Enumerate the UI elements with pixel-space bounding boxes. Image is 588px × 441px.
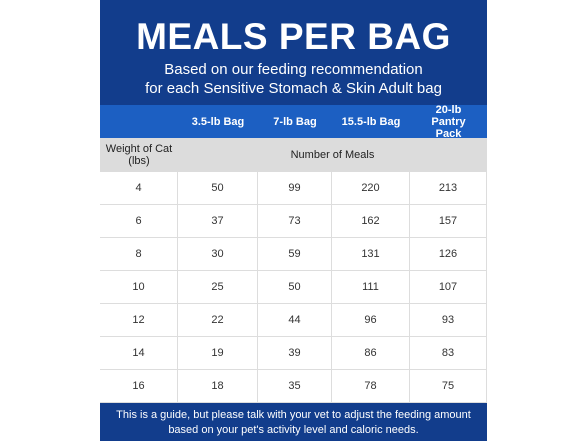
table-cell: 50 <box>178 172 258 205</box>
table-cell: 18 <box>178 370 258 403</box>
table-cell-text: 14 <box>132 347 145 359</box>
table-cell-text: 111 <box>362 281 379 293</box>
table-cell: 37 <box>178 205 258 238</box>
table-cell-text: 22 <box>211 314 224 326</box>
table-cell-text: 12 <box>132 314 145 326</box>
header-cell <box>100 105 178 138</box>
panel: MEALS PER BAG Based on our feeding recom… <box>100 0 487 441</box>
header-cell-text: 3.5-lb Bag <box>191 115 245 128</box>
table-cell-text: 8 <box>135 248 142 260</box>
table-cell: 213 <box>410 172 487 205</box>
table-cell: 22 <box>178 304 258 337</box>
table-cell: 25 <box>178 271 258 304</box>
table-cell-text: 99 <box>288 182 301 194</box>
table-cell-text: 50 <box>288 281 301 293</box>
table-cell: 131 <box>332 238 410 271</box>
table-cell-text: 96 <box>364 314 377 326</box>
table-cell: 30 <box>178 238 258 271</box>
table-cell-text: 86 <box>364 347 377 359</box>
table-cell-text: 4 <box>135 182 142 194</box>
row-header-text: Weight of Cat (lbs) <box>105 143 173 167</box>
header-cell: 7-lb Bag <box>258 105 332 138</box>
header-cell: 20-lb Pantry Pack <box>410 103 487 140</box>
table-cell: 157 <box>410 205 487 238</box>
table-cell: 126 <box>410 238 487 271</box>
table-cell: 39 <box>258 337 332 370</box>
table-cell: 83 <box>410 337 487 370</box>
span-header-text: Number of Meals <box>290 149 375 161</box>
table-cell-text: 78 <box>364 380 377 392</box>
table-cell: 44 <box>258 304 332 337</box>
table-cell-text: 25 <box>211 281 224 293</box>
table-cell: 96 <box>332 304 410 337</box>
table-cell-text: 19 <box>211 347 224 359</box>
header-cell-text: 15.5-lb Bag <box>341 115 401 128</box>
table-cell-text: 213 <box>438 182 458 194</box>
table-cell-text: 6 <box>135 215 142 227</box>
table-cell: 162 <box>332 205 410 238</box>
table-cell-text: 126 <box>438 248 458 260</box>
table-cell-text: 10 <box>132 281 145 293</box>
header-cell-text: 7-lb Bag <box>273 115 317 128</box>
table-cell: 99 <box>258 172 332 205</box>
footer: This is a guide, but please talk with yo… <box>116 409 471 421</box>
table-cell: 93 <box>410 304 487 337</box>
table-cell: 220 <box>332 172 410 205</box>
footer: based on your pet's activity level and c… <box>168 424 419 436</box>
subtitle: Based on our feeding recommendation <box>164 61 423 78</box>
table-cell-text: 59 <box>288 248 301 260</box>
table-cell-text: 162 <box>361 215 380 227</box>
table-cell-text: 44 <box>288 314 301 326</box>
span-header: Number of Meals <box>178 138 487 172</box>
table-cell: 50 <box>258 271 332 304</box>
table-cell: 59 <box>258 238 332 271</box>
table-cell: 10 <box>100 271 178 304</box>
table-cell-text: 73 <box>288 215 301 227</box>
table-cell: 35 <box>258 370 332 403</box>
table-cell-text: 93 <box>441 314 455 326</box>
table-cell: 19 <box>178 337 258 370</box>
table-cell-text: 35 <box>288 380 301 392</box>
table-cell: 73 <box>258 205 332 238</box>
table-cell-text: 75 <box>441 380 455 392</box>
table-cell: 16 <box>100 370 178 403</box>
header-cell-text: 20-lb Pantry Pack <box>431 103 466 140</box>
table-cell-text: 50 <box>211 182 224 194</box>
table-cell: 14 <box>100 337 178 370</box>
header-cell: 3.5-lb Bag <box>178 105 258 138</box>
table-cell: 8 <box>100 238 178 271</box>
table-cell-text: 107 <box>438 281 458 293</box>
table-cell-text: 16 <box>132 380 145 392</box>
table-cell-text: 18 <box>211 380 224 392</box>
table-cell: 86 <box>332 337 410 370</box>
table-cell: 107 <box>410 271 487 304</box>
table-cell: 12 <box>100 304 178 337</box>
table-cell-text: 131 <box>361 248 380 260</box>
title: MEALS PER BAG <box>136 16 451 57</box>
table-cell: 75 <box>410 370 487 403</box>
table-cell: 6 <box>100 205 178 238</box>
table-cell-text: 30 <box>211 248 224 260</box>
table-cell-text: 157 <box>438 215 458 227</box>
table-cell-text: 83 <box>441 347 455 359</box>
header-cell: 15.5-lb Bag <box>332 105 410 138</box>
subtitle: for each Sensitive Stomach & Skin Adult … <box>145 80 442 97</box>
table-cell-text: 37 <box>211 215 224 227</box>
table-cell-text: 39 <box>288 347 301 359</box>
row-header: Weight of Cat (lbs) <box>100 138 178 172</box>
table-cell: 111 <box>332 271 410 304</box>
table-cell: 4 <box>100 172 178 205</box>
table-cell: 78 <box>332 370 410 403</box>
table-cell-text: 220 <box>361 182 380 194</box>
